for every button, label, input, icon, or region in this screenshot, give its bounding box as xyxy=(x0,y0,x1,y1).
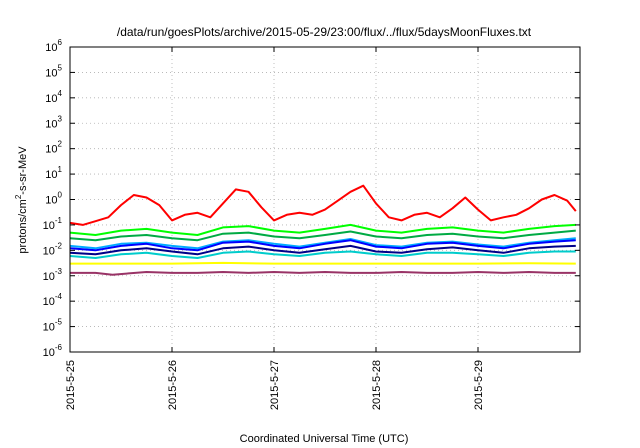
y-tick-label: 101 xyxy=(45,165,62,181)
series-line-6 xyxy=(69,244,576,256)
y-axis-label: protons/cm2-s-sr-MeV xyxy=(14,146,29,254)
y-tick-label: 102 xyxy=(45,140,62,156)
y-tick-label: 10-2 xyxy=(43,241,63,257)
series-line-5 xyxy=(69,239,576,252)
y-tick-label: 10-4 xyxy=(43,292,63,308)
y-tick-label: 105 xyxy=(45,63,62,79)
chart-title: /data/run/goesPlots/archive/2015-05-29/2… xyxy=(117,25,532,39)
series-line-4 xyxy=(69,237,576,250)
y-tick-label: 106 xyxy=(45,38,62,54)
y-tick-label: 10-6 xyxy=(43,343,63,359)
series-line-9 xyxy=(70,271,576,276)
x-tick-label: 2015-5-28 xyxy=(371,360,383,410)
x-tick-label: 2015-5-26 xyxy=(167,360,179,410)
grid xyxy=(70,47,580,352)
series-line-1 xyxy=(69,184,577,226)
series-group xyxy=(69,184,577,276)
x-tick-label: 2015-5-27 xyxy=(269,360,281,410)
y-tick-label: 100 xyxy=(45,191,62,207)
y-tick-label: 103 xyxy=(45,114,62,130)
x-tick-label: 2015-5-29 xyxy=(473,360,485,410)
series-line-3 xyxy=(69,229,576,242)
x-axis-label: Coordinated Universal Time (UTC) xyxy=(240,433,409,445)
series-line-2 xyxy=(69,223,576,236)
y-tick-label: 104 xyxy=(45,89,62,105)
y-tick-label: 10-3 xyxy=(43,267,63,283)
series-line-8 xyxy=(70,261,576,265)
y-ticks: 10-6 10-5 10-4 10-3 10-2 10-1 100 101 102 103 104 1… xyxy=(43,38,580,359)
y-tick-label: 10-1 xyxy=(43,216,63,232)
x-tick-label: 2015-5-25 xyxy=(65,360,77,410)
y-tick-label: 10-5 xyxy=(43,318,63,334)
series-line-7 xyxy=(69,250,576,259)
x-ticks: 2015-5-25 2015-5-26 2015-5-27 2015-5-28 2015… xyxy=(65,47,485,410)
